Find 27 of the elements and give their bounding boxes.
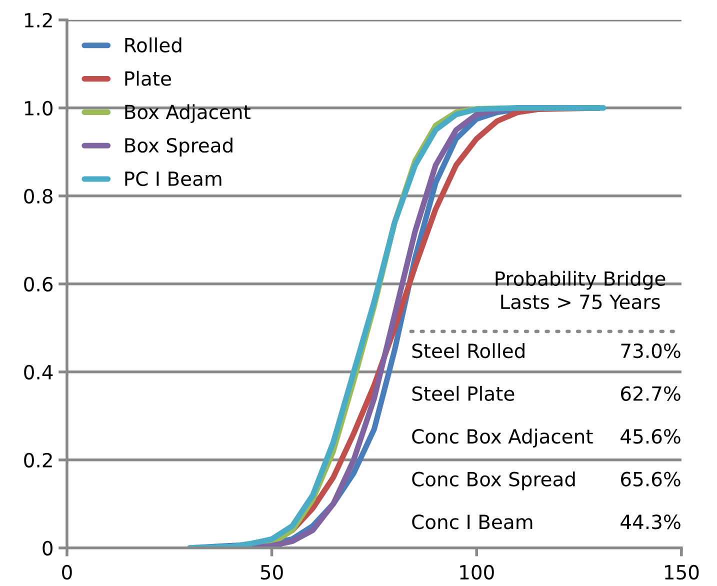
x-tick-label: 0 [62,564,72,580]
y-tick-label: 0.2 [24,452,52,468]
annotation: 44.3% [620,514,680,530]
x-tick-label: 150 [665,564,699,580]
legend-label: Box Spread [125,138,232,156]
y-tick-label: 1.0 [24,100,52,116]
annotation: Steel Plate [412,386,514,401]
annotation: 65.6% [621,472,680,486]
y-tick-label: 0.6 [24,276,53,292]
y-tick-label: 0.4 [24,364,53,380]
legend-label: Box Adjacent [125,104,250,124]
annotation: Probability Bridge Lasts > 75 Years [496,270,666,310]
annotation: Conc Box Adjacent [412,428,593,448]
x-tick-label: 50 [260,564,283,580]
annotation: Steel Rolled [412,343,524,358]
annotation: 62.7% [621,386,680,401]
annotation: Conc Box Spread [412,471,575,490]
annotation: Conc I Beam [412,514,532,530]
y-tick-label: 0.8 [24,188,52,204]
legend-label: Rolled [125,37,182,52]
y-tick-label: 1.2 [24,12,52,28]
legend-label: Plate [125,70,171,86]
x-tick-label: 100 [460,564,494,580]
annotation: 45.6% [620,429,680,444]
annotation: 73.0% [621,343,680,358]
y-tick-label: 0 [42,540,52,556]
legend-label: PC I Beam [125,171,222,186]
